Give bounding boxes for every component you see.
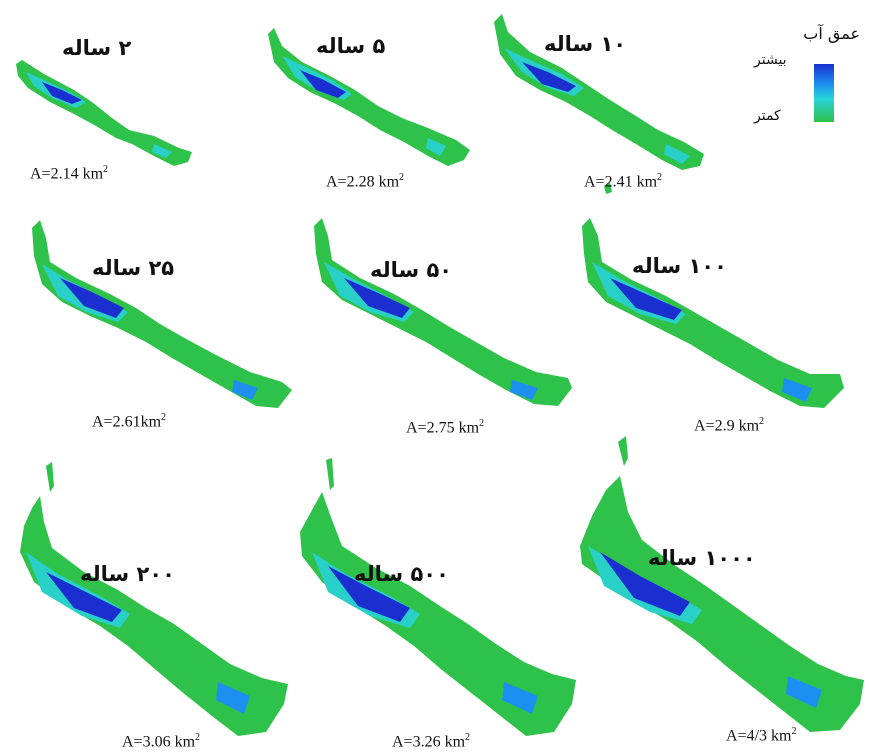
flood-map-panel-10yr: ۱۰ ساله A=2.41 km2 — [486, 6, 756, 246]
return-period-label: ۵۰۰ ساله — [354, 562, 449, 586]
depth-legend: عمق آب بیشتر کمتر — [754, 24, 864, 134]
reservoir-extent-map — [582, 218, 844, 408]
flood-map-panel-25yr: ۲۵ ساله A=2.61km2 — [20, 212, 292, 452]
area-label: A=2.41 km2 — [584, 172, 663, 191]
area-label: A=2.28 km2 — [326, 172, 405, 191]
flood-map-panel-200yr: ۲۰۰ ساله A=3.06 km2 — [6, 456, 288, 750]
flood-map-panel-500yr: ۵۰۰ ساله A=3.26 km2 — [292, 456, 576, 750]
area-label: A=2.9 km2 — [694, 416, 765, 435]
area-label: A=3.06 km2 — [122, 732, 201, 751]
reservoir-extent-map — [300, 458, 576, 736]
flood-map-panel-50yr: ۵۰ ساله A=2.75 km2 — [306, 212, 576, 452]
return-period-label: ۲۰۰ ساله — [80, 562, 175, 586]
return-period-label: ۲ ساله — [62, 36, 132, 60]
area-label: A=4/3 km2 — [726, 726, 797, 745]
area-label: A=2.75 km2 — [406, 418, 485, 437]
legend-title: عمق آب — [803, 24, 860, 43]
reservoir-extent-map — [494, 14, 704, 194]
flood-map-panel-5yr: ۵ ساله A=2.28 km2 — [260, 6, 530, 246]
return-period-label: ۱۰۰ ساله — [632, 254, 727, 278]
legend-less-label: کمتر — [754, 108, 781, 124]
return-period-label: ۱۰ ساله — [544, 32, 627, 56]
area-label: A=2.14 km2 — [30, 164, 109, 183]
legend-more-label: بیشتر — [754, 52, 787, 68]
return-period-label: ۵۰ ساله — [370, 258, 453, 282]
return-period-label: ۵ ساله — [316, 34, 386, 58]
reservoir-extent-map — [16, 60, 192, 166]
area-label: A=3.26 km2 — [392, 732, 471, 751]
reservoir-extent-map — [314, 218, 572, 406]
reservoir-extent-map — [20, 462, 288, 736]
flood-map-panel-100yr: ۱۰۰ ساله A=2.9 km2 — [574, 212, 844, 452]
return-period-label: ۱۰۰۰ ساله — [648, 546, 756, 570]
reservoir-extent-map — [32, 220, 292, 408]
return-period-label: ۲۵ ساله — [92, 256, 175, 280]
legend-color-bar — [814, 64, 834, 122]
reservoir-extent-map — [268, 28, 470, 166]
flood-map-panel-1000yr: ۱۰۰۰ ساله A=4/3 km2 — [574, 436, 864, 744]
area-label: A=2.61km2 — [92, 412, 167, 431]
flood-map-panel-2yr: ۲ ساله A=2.14 km2 — [4, 6, 274, 246]
reservoir-extent-map — [580, 436, 864, 732]
